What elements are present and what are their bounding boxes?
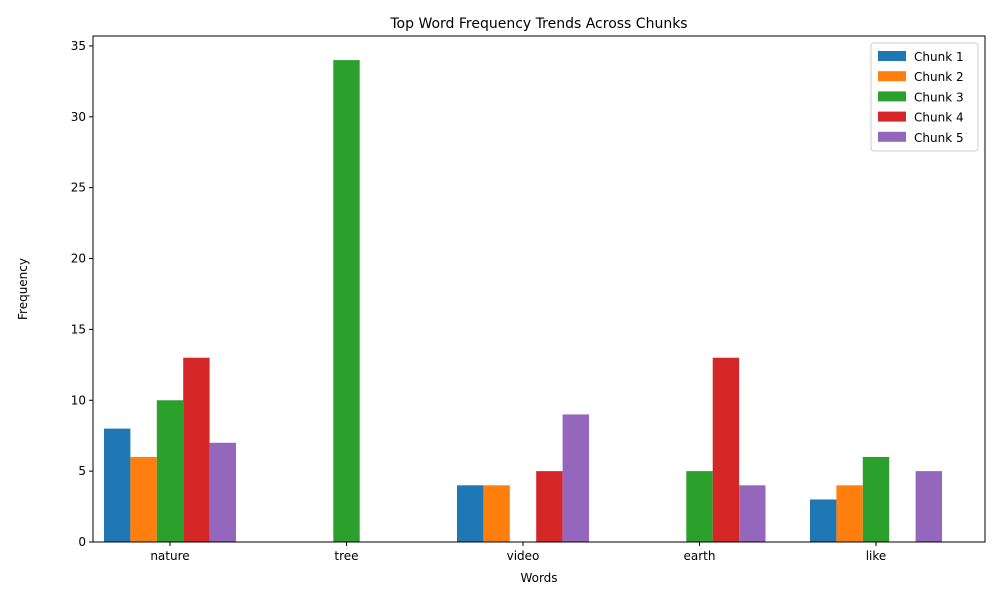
bar-earth-chunk-3 — [686, 471, 713, 542]
legend-label-chunk-3: Chunk 3 — [914, 90, 964, 104]
y-tick-label: 35 — [71, 39, 86, 53]
bar-earth-chunk-4 — [712, 357, 740, 542]
bar-nature-chunk-4 — [183, 357, 210, 542]
legend-label-chunk-2: Chunk 2 — [914, 70, 964, 84]
bar-nature-chunk-2 — [130, 456, 157, 542]
bar-earth-chunk-5 — [739, 485, 766, 542]
y-axis-ticks: 0 5 10 15 20 25 30 35 — [71, 39, 93, 549]
y-tick-label: 25 — [71, 181, 86, 195]
bar-video-chunk-4 — [536, 471, 563, 542]
x-axis-ticks: nature tree video earth like — [150, 542, 886, 563]
x-tick-label-nature: nature — [150, 549, 189, 563]
y-tick-label: 15 — [71, 322, 86, 336]
y-tick-label: 30 — [71, 110, 86, 124]
bar-video-chunk-2 — [483, 485, 510, 542]
bar-tree-chunk-3 — [333, 60, 360, 542]
legend-box — [870, 42, 979, 152]
y-tick-label: 5 — [78, 464, 86, 478]
legend-label-chunk-5: Chunk 5 — [914, 131, 964, 145]
legend-swatch-chunk-2 — [878, 71, 906, 82]
legend-swatch-chunk-1 — [878, 51, 906, 61]
legend-label-chunk-1: Chunk 1 — [914, 50, 964, 64]
bar-like-chunk-3 — [862, 456, 890, 542]
bar-like-chunk-2 — [836, 485, 863, 542]
legend-swatch-chunk-3 — [878, 91, 906, 102]
y-tick-label: 10 — [71, 393, 86, 407]
x-tick-label-earth: earth — [684, 549, 716, 563]
bar-nature-chunk-3 — [156, 400, 184, 542]
x-tick-label-video: video — [507, 549, 540, 563]
y-tick-label: 0 — [78, 535, 86, 549]
bar-video-chunk-5 — [562, 414, 589, 542]
bar-like-chunk-1 — [810, 499, 837, 542]
bar-nature-chunk-1 — [104, 428, 131, 542]
x-tick-label-like: like — [866, 549, 887, 563]
bars-group — [104, 60, 942, 542]
chart-title: Top Word Frequency Trends Across Chunks — [389, 16, 687, 32]
y-axis-label: Frequency — [16, 258, 30, 320]
legend-swatch-chunk-5 — [878, 131, 906, 142]
plot-frame — [92, 35, 986, 543]
bar-video-chunk-1 — [457, 485, 484, 542]
x-axis-label: Words — [520, 571, 557, 585]
legend: Chunk 1 Chunk 2 Chunk 3 Chunk 4 Chunk 5 — [870, 42, 979, 152]
legend-label-chunk-4: Chunk 4 — [914, 111, 964, 125]
y-tick-label: 20 — [71, 252, 86, 266]
x-tick-label-tree: tree — [334, 549, 358, 563]
bar-nature-chunk-5 — [209, 442, 236, 542]
legend-swatch-chunk-4 — [878, 111, 906, 122]
bar-like-chunk-5 — [915, 471, 942, 542]
